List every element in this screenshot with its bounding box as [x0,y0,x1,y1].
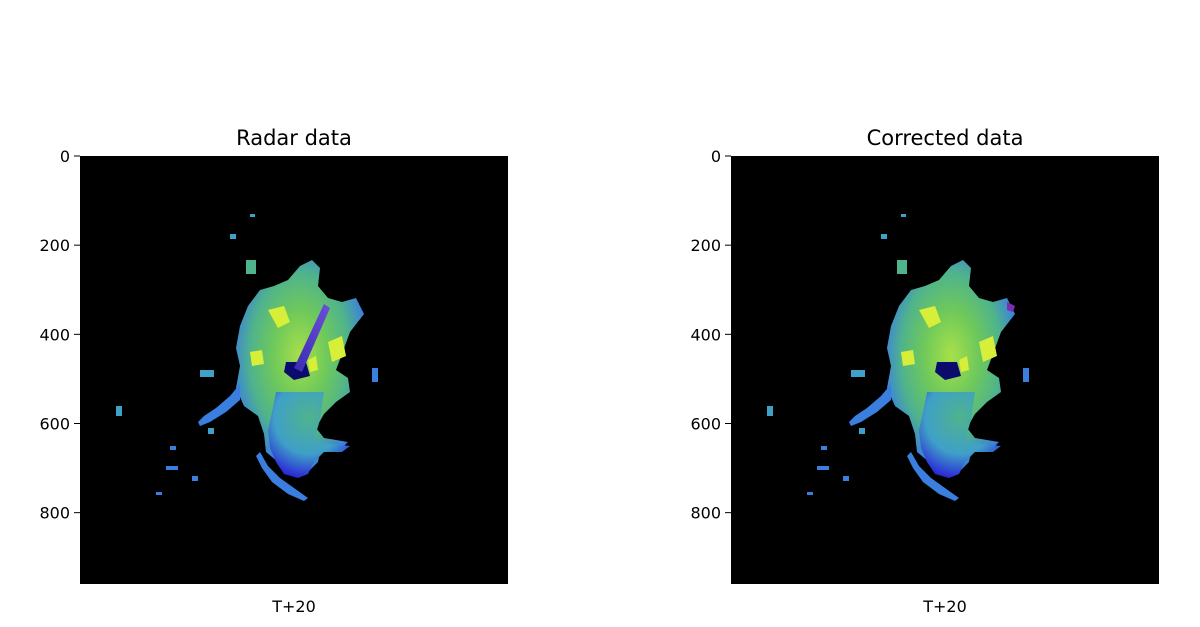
echo-fragment [851,370,865,377]
echo-trail [907,452,959,501]
echo-fragment [859,428,865,434]
panel-title: Corrected data [867,126,1024,150]
echo-fragment [897,260,907,274]
echo-fragment [1023,368,1029,382]
radar-echo [767,214,1029,501]
echo-hotspot [979,336,997,362]
echo-fragment [901,214,906,217]
echo-hotspot [268,306,290,328]
radar-echo [116,214,378,501]
y-axis: 0 200 400 600 800 [39,147,80,523]
x-axis-label: T+20 [922,597,967,616]
echo-west-arm [198,384,240,426]
echo-fragment [821,446,827,450]
y-tick-label: 600 [690,415,721,434]
echo-fragment [116,406,122,416]
echo-trail [256,452,308,501]
echo-edge-speckle [1007,302,1015,312]
echo-west-arm [849,384,891,426]
echo-fragment [843,476,849,481]
echo-void [935,362,961,380]
echo-hotspot [919,306,941,328]
echo-fragment [372,368,378,382]
y-tick-label: 200 [39,236,70,255]
echo-fragment [246,260,256,274]
y-tick-label: 800 [690,504,721,523]
y-tick-label: 400 [690,325,721,344]
echo-fragment [881,234,887,239]
panel-title: Radar data [236,126,352,150]
echo-fragment [807,492,813,495]
y-tick-label: 200 [690,236,721,255]
y-tick-label: 0 [711,147,721,166]
echo-hotspot [328,336,346,362]
echo-south-tail [919,392,1001,478]
echo-hotspot [959,356,969,372]
y-tick-label: 400 [39,325,70,344]
echo-fragment [767,406,773,416]
echo-hotspot [901,350,915,366]
echo-fragment [817,466,829,470]
echo-fragment [208,428,214,434]
x-axis-label: T+20 [271,597,316,616]
panel-radar-data: Radar data 0 200 400 600 800 T+20 [39,126,508,616]
echo-fragment [166,466,178,470]
echo-south-tail [268,392,350,478]
echo-hotspot [308,356,318,372]
echo-fragment [156,492,162,495]
y-axis: 0 200 400 600 800 [690,147,731,523]
y-tick-label: 800 [39,504,70,523]
echo-fragment [170,446,176,450]
echo-fragment [250,214,255,217]
echo-fragment [192,476,198,481]
echo-hotspot [250,350,264,366]
y-tick-label: 0 [60,147,70,166]
beam-artifact [294,304,330,372]
echo-fragment [200,370,214,377]
y-tick-label: 600 [39,415,70,434]
echo-fragment [230,234,236,239]
